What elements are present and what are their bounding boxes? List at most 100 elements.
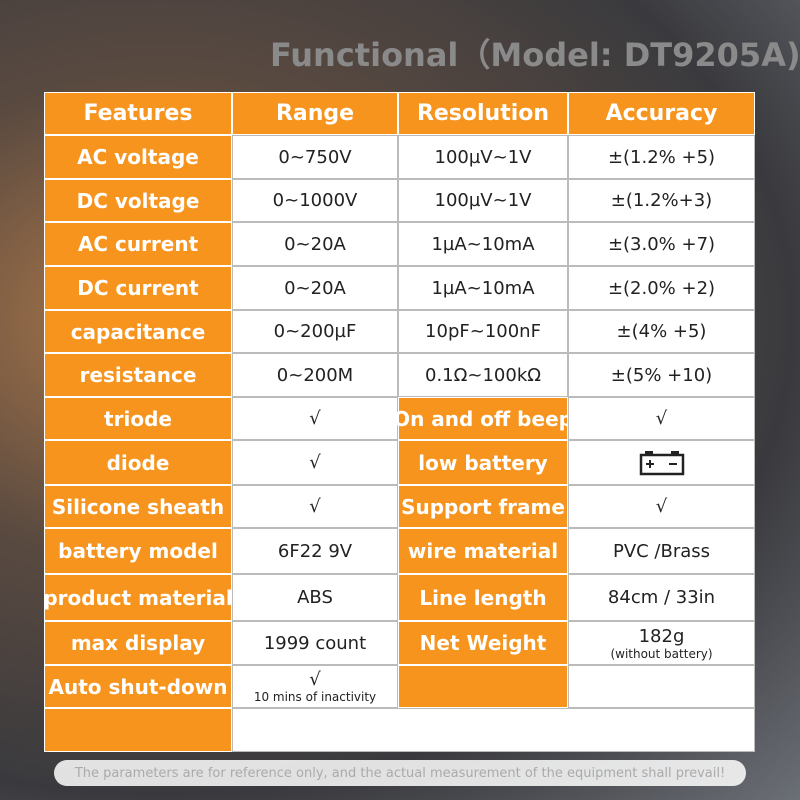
value-cell (568, 665, 755, 708)
cell-text: Auto shut-down (48, 674, 228, 699)
label-cell: DC current (44, 266, 232, 310)
title: Functional（Model: DT9205A) (270, 36, 800, 74)
cell-text: On and off beep (393, 406, 573, 431)
cell-text: Support frame (401, 494, 565, 519)
value-cell: ±(4% +5) (568, 310, 755, 353)
value-cell: 0~1000V (232, 179, 398, 222)
value-cell: ±(5% +10) (568, 353, 755, 397)
label-cell: On and off beep (393, 397, 573, 440)
label-cell: wire material (398, 528, 568, 574)
label-cell: Silicone sheath (44, 485, 232, 528)
value-cell: 6F22 9V (232, 528, 398, 574)
blank-cell (44, 708, 232, 752)
value-cell: √ (232, 485, 398, 528)
value-cell: 100µV~1V (398, 179, 568, 222)
cell-text: ±(4% +5) (616, 321, 707, 342)
label-cell: triode (44, 397, 232, 440)
label-cell: resistance (44, 353, 232, 397)
value-cell: 0~20A (232, 266, 398, 310)
cell-text: 1µA~10mA (431, 277, 535, 299)
value-cell: 100µV~1V (398, 135, 568, 179)
label-cell (398, 665, 568, 708)
label-cell: product material (43, 574, 233, 621)
label-cell: Support frame (398, 485, 568, 528)
cell-text: 0~1000V (272, 190, 358, 211)
battery-icon (639, 450, 684, 475)
header-text: Features (83, 101, 193, 126)
label-cell: max display (44, 621, 232, 665)
cell-text: DC current (77, 276, 199, 300)
value-cell: 1µA~10mA (398, 222, 568, 266)
cell-text: DC voltage (76, 188, 200, 213)
label-cell: low battery (398, 440, 568, 485)
cell-text: 1999 count (263, 632, 367, 654)
cell-text: PVC /Brass (612, 540, 711, 562)
cell-text: ±(5% +10) (610, 364, 713, 386)
value-cell: ABS (232, 574, 398, 621)
cell-text: 0~200µF (273, 321, 357, 342)
value-cell: PVC /Brass (568, 528, 755, 574)
value-cell: 0.1Ω~100kΩ (398, 353, 568, 397)
cell-text: Net Weight (419, 631, 547, 655)
value-cell: 0~200µF (232, 310, 398, 353)
value-cell: 1µA~10mA (398, 266, 568, 310)
label-cell: Line length (398, 574, 568, 621)
blank-cell (232, 708, 755, 752)
cell-text: ±(2.0% +2) (607, 277, 716, 299)
label-cell: diode (44, 440, 232, 485)
value-cell: √ 10 mins of inactivity (232, 665, 398, 708)
header-text: Accuracy (605, 101, 718, 126)
value-cell: 84cm / 33in (568, 574, 755, 621)
value-cell: 10pF~100nF (398, 310, 568, 353)
cell-text: √ (309, 669, 321, 690)
label-cell: AC current (44, 222, 232, 266)
cell-text: max display (70, 631, 206, 655)
cell-text: √ (309, 452, 321, 473)
spec-table: Features Range Resolution Accuracy AC voltag… (43, 92, 755, 752)
cell-text: 100µV~1V (434, 190, 532, 211)
cell-text: 84cm / 33in (607, 587, 716, 608)
cell-text: Line length (419, 585, 547, 610)
value-cell: √ (568, 485, 755, 528)
value-cell: 0~200M (232, 353, 398, 397)
cell-text: low battery (418, 450, 548, 475)
value-cell: 182g (without battery) (568, 621, 755, 665)
cell-text: 1µA~10mA (431, 233, 535, 255)
cell-text: 182g (638, 625, 685, 647)
cell-text: √ (655, 408, 668, 429)
cell-text: 0.1Ω~100kΩ (425, 364, 541, 386)
cell-note: 10 mins of inactivity (253, 690, 377, 704)
value-cell: ±(2.0% +2) (568, 266, 755, 310)
column-header: Accuracy (568, 92, 755, 135)
cell-text: diode (106, 450, 170, 475)
cell-text: ±(1.2% +5) (607, 146, 716, 168)
value-cell: √ (568, 397, 755, 440)
cell-text: 0~20A (284, 277, 346, 299)
cell-text: 0~200M (276, 364, 354, 386)
header-text: Range (275, 101, 355, 126)
cell-text: ±(1.2%+3) (610, 190, 713, 211)
value-cell: ±(1.2% +5) (568, 135, 755, 179)
label-cell: AC voltage (44, 135, 232, 179)
cell-text: AC voltage (77, 145, 199, 169)
label-cell: DC voltage (44, 179, 232, 222)
label-cell: battery model (44, 528, 232, 574)
column-header: Features (44, 92, 232, 135)
cell-text: 0~20A (284, 233, 346, 255)
cell-text: 6F22 9V (277, 540, 353, 562)
value-cell (568, 440, 755, 485)
cell-text: product material (43, 585, 233, 610)
cell-text: 0~750V (278, 146, 352, 168)
label-cell: Net Weight (398, 621, 568, 665)
value-cell: 0~20A (232, 222, 398, 266)
value-cell: √ (232, 397, 398, 440)
header-text: Resolution (416, 101, 550, 126)
cell-text: 10pF~100nF (425, 321, 541, 342)
cell-text: √ (309, 496, 321, 517)
cell-text: wire material (407, 539, 559, 563)
value-cell: 0~750V (232, 135, 398, 179)
cell-text: √ (309, 408, 321, 429)
value-cell: √ (232, 440, 398, 485)
column-header: Range (232, 92, 398, 135)
